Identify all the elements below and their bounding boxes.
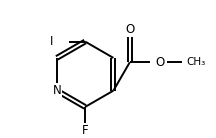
Text: I: I [50,35,53,48]
Text: CH₃: CH₃ [186,57,205,67]
Text: O: O [125,23,134,36]
Text: O: O [155,56,165,69]
Text: F: F [82,124,88,137]
Text: N: N [52,84,61,97]
